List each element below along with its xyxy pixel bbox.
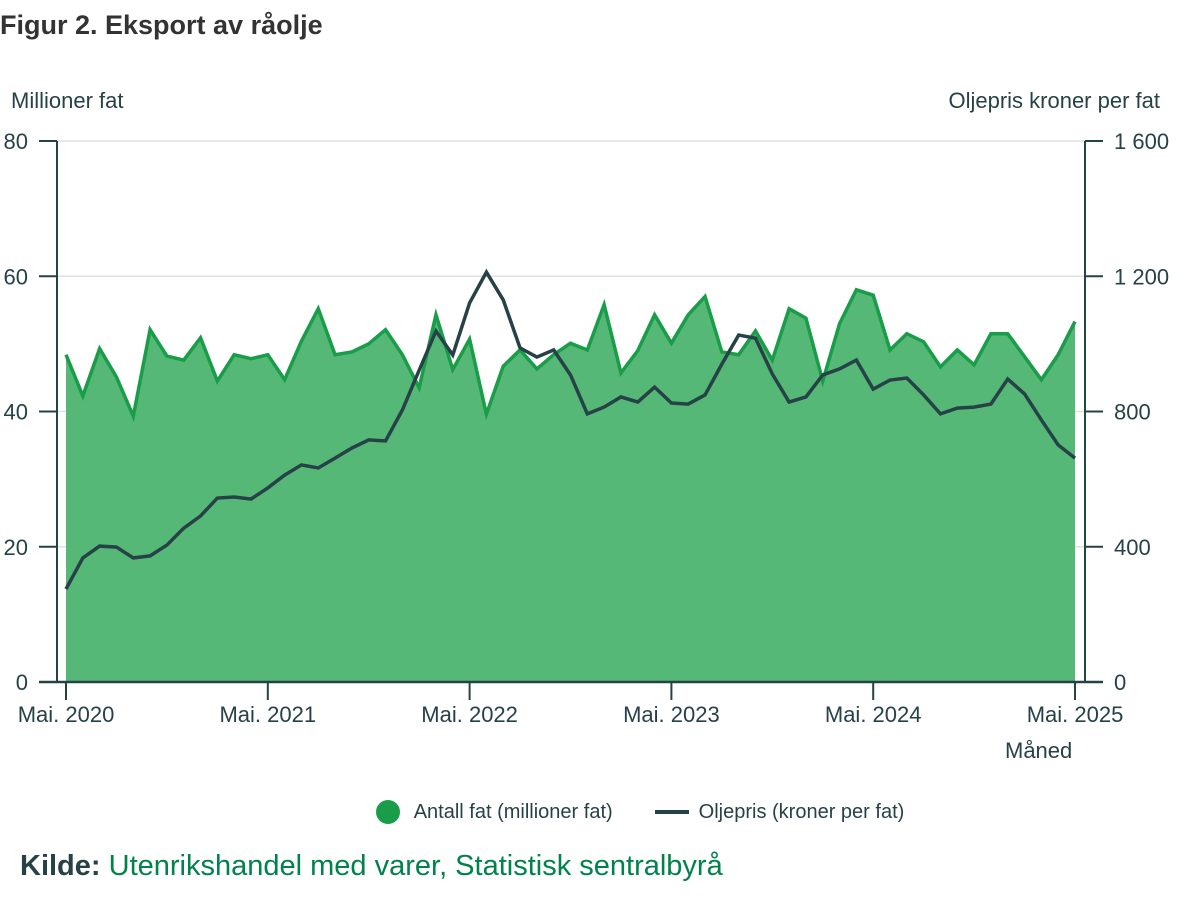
y-axis-right-label: Oljepris kroner per fat (948, 88, 1160, 113)
source-key: Kilde: (20, 850, 101, 882)
y-left-tick-label: 0 (16, 670, 28, 695)
area-fill-antall-fat (66, 289, 1075, 682)
axes (39, 140, 1103, 700)
y-right-tick-label: 1 200 (1114, 264, 1169, 289)
y-right-tick-label: 800 (1114, 400, 1151, 425)
legend-label: Oljepris (kroner per fat) (698, 800, 905, 823)
y-right-tick-label: 400 (1114, 535, 1151, 560)
y-left-tick-label: 20 (4, 535, 28, 560)
y-right-tick-label: 1 600 (1114, 129, 1169, 154)
legend-label: Antall fat (millioner fat) (413, 800, 613, 823)
area-line-antall-fat (64, 287, 1077, 423)
y-left-tick-label: 80 (4, 129, 28, 154)
line-oljepris (64, 268, 1077, 590)
x-tick-label: Mai. 2023 (623, 702, 720, 727)
legend-dot-icon (375, 800, 400, 824)
legend-item-antall-fat[interactable]: Antall fat (millioner fat) (276, 800, 613, 824)
y-right-tick-label: 0 (1114, 670, 1126, 695)
x-tick-label: Mai. 2021 (219, 702, 316, 727)
y-left-tick-label: 40 (4, 400, 28, 425)
legend: Antall fat (millioner fat) Oljepris (kro… (0, 800, 1200, 824)
source-note: Kilde: Utenrikshandel med varer, Statist… (20, 850, 723, 883)
area-series-layer (64, 287, 1077, 682)
y-left-tick-label: 60 (4, 264, 28, 289)
x-tick-label: Mai. 2020 (18, 702, 115, 727)
x-tick-label: Mai. 2025 (1027, 702, 1124, 727)
chart-title: Figur 2. Eksport av råolje (0, 10, 323, 40)
x-axis-label: Måned (1005, 738, 1073, 763)
line-series-layer (64, 268, 1077, 590)
legend-item-oljepris[interactable]: Oljepris (kroner per fat) (633, 800, 905, 824)
source-link[interactable]: Utenrikshandel med varer, Statistisk sen… (108, 850, 723, 882)
x-tick-label: Mai. 2024 (825, 702, 922, 727)
y-axis-left-label: Millioner fat (11, 88, 124, 113)
legend-line-icon (654, 810, 689, 814)
x-tick-label: Mai. 2022 (421, 702, 518, 727)
